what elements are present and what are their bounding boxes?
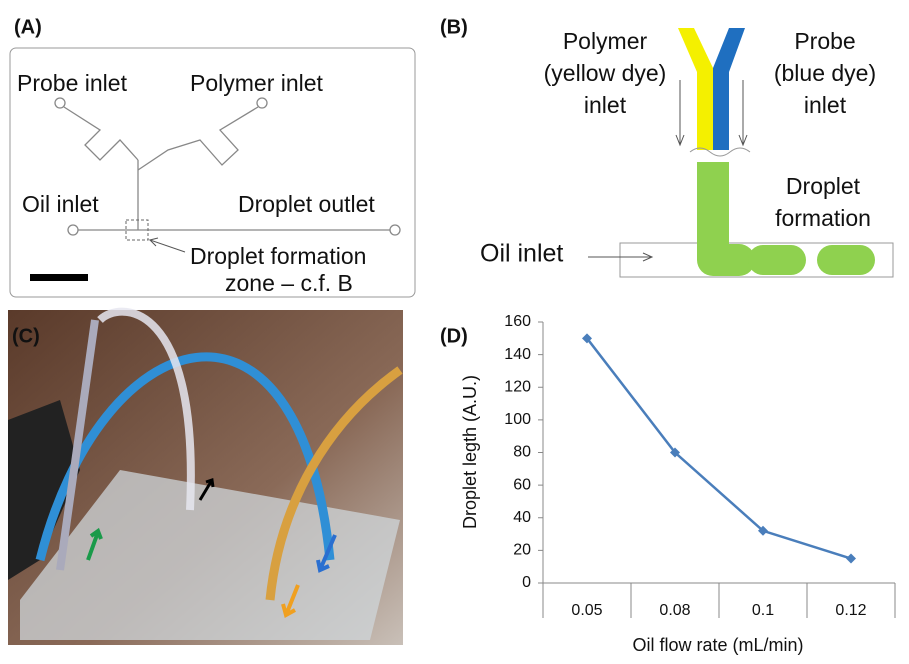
droplet xyxy=(817,245,875,275)
panel-label: (A) xyxy=(14,16,42,38)
label: Droplet xyxy=(786,173,861,199)
label: (yellow dye) xyxy=(544,60,667,86)
panel-label: (D) xyxy=(440,325,468,347)
x-tick-label: 0.08 xyxy=(659,602,690,619)
droplet xyxy=(748,245,806,275)
label: inlet xyxy=(584,92,627,118)
panel-a: (A) Probe inlet Polymer inlet Oil inlet … xyxy=(10,16,415,297)
inlet xyxy=(68,225,78,235)
panel-label: (C) xyxy=(12,325,40,347)
label: (blue dye) xyxy=(774,60,876,86)
label: Droplet outlet xyxy=(238,191,375,217)
label: Probe inlet xyxy=(17,70,128,96)
label: formation xyxy=(775,205,871,231)
y-tick-label: 100 xyxy=(504,411,531,428)
arrow xyxy=(150,238,185,252)
inlet xyxy=(257,98,267,108)
y-axis-title: Droplet legth (A.U.) xyxy=(460,375,480,529)
x-tick-label: 0.05 xyxy=(571,602,602,619)
marker xyxy=(846,554,856,564)
blue-channel xyxy=(713,28,745,150)
label: Oil inlet xyxy=(480,240,563,268)
panel-b: (B) Polymer (yellow dye) inlet Probe (bl… xyxy=(440,16,893,277)
x-tick-label: 0.1 xyxy=(752,602,774,619)
x-axis-title: Oil flow rate (mL/min) xyxy=(632,635,803,655)
label: Droplet formation xyxy=(190,243,366,269)
line xyxy=(587,338,851,558)
y-tick-label: 160 xyxy=(504,313,531,330)
scale-bar xyxy=(30,274,88,281)
y-tick-label: 20 xyxy=(513,542,531,559)
label: zone – c.f. B xyxy=(225,270,353,296)
y-tick-label: 120 xyxy=(504,378,531,395)
channel xyxy=(64,107,138,160)
inlet xyxy=(55,98,65,108)
panel-label: (B) xyxy=(440,16,468,38)
y-tick-label: 0 xyxy=(522,574,531,591)
label: Oil inlet xyxy=(22,191,99,217)
y-tick-label: 60 xyxy=(513,476,531,493)
y-tick-label: 140 xyxy=(504,346,531,363)
channel xyxy=(138,107,258,170)
yellow-channel xyxy=(678,28,713,150)
panel-d: (D) Oil flow rate (mL/min) Droplet legth… xyxy=(440,313,895,655)
figure: (A) Probe inlet Polymer inlet Oil inlet … xyxy=(0,0,909,659)
panel-c: (C) xyxy=(8,310,403,645)
y-tick-label: 80 xyxy=(513,444,531,461)
green-stream xyxy=(697,162,755,276)
y-tick-label: 40 xyxy=(513,509,531,526)
label: Polymer xyxy=(563,28,648,54)
outlet xyxy=(390,225,400,235)
label: inlet xyxy=(804,92,847,118)
x-tick-label: 0.12 xyxy=(835,602,866,619)
label: Probe xyxy=(794,28,855,54)
label: Polymer inlet xyxy=(190,70,324,96)
